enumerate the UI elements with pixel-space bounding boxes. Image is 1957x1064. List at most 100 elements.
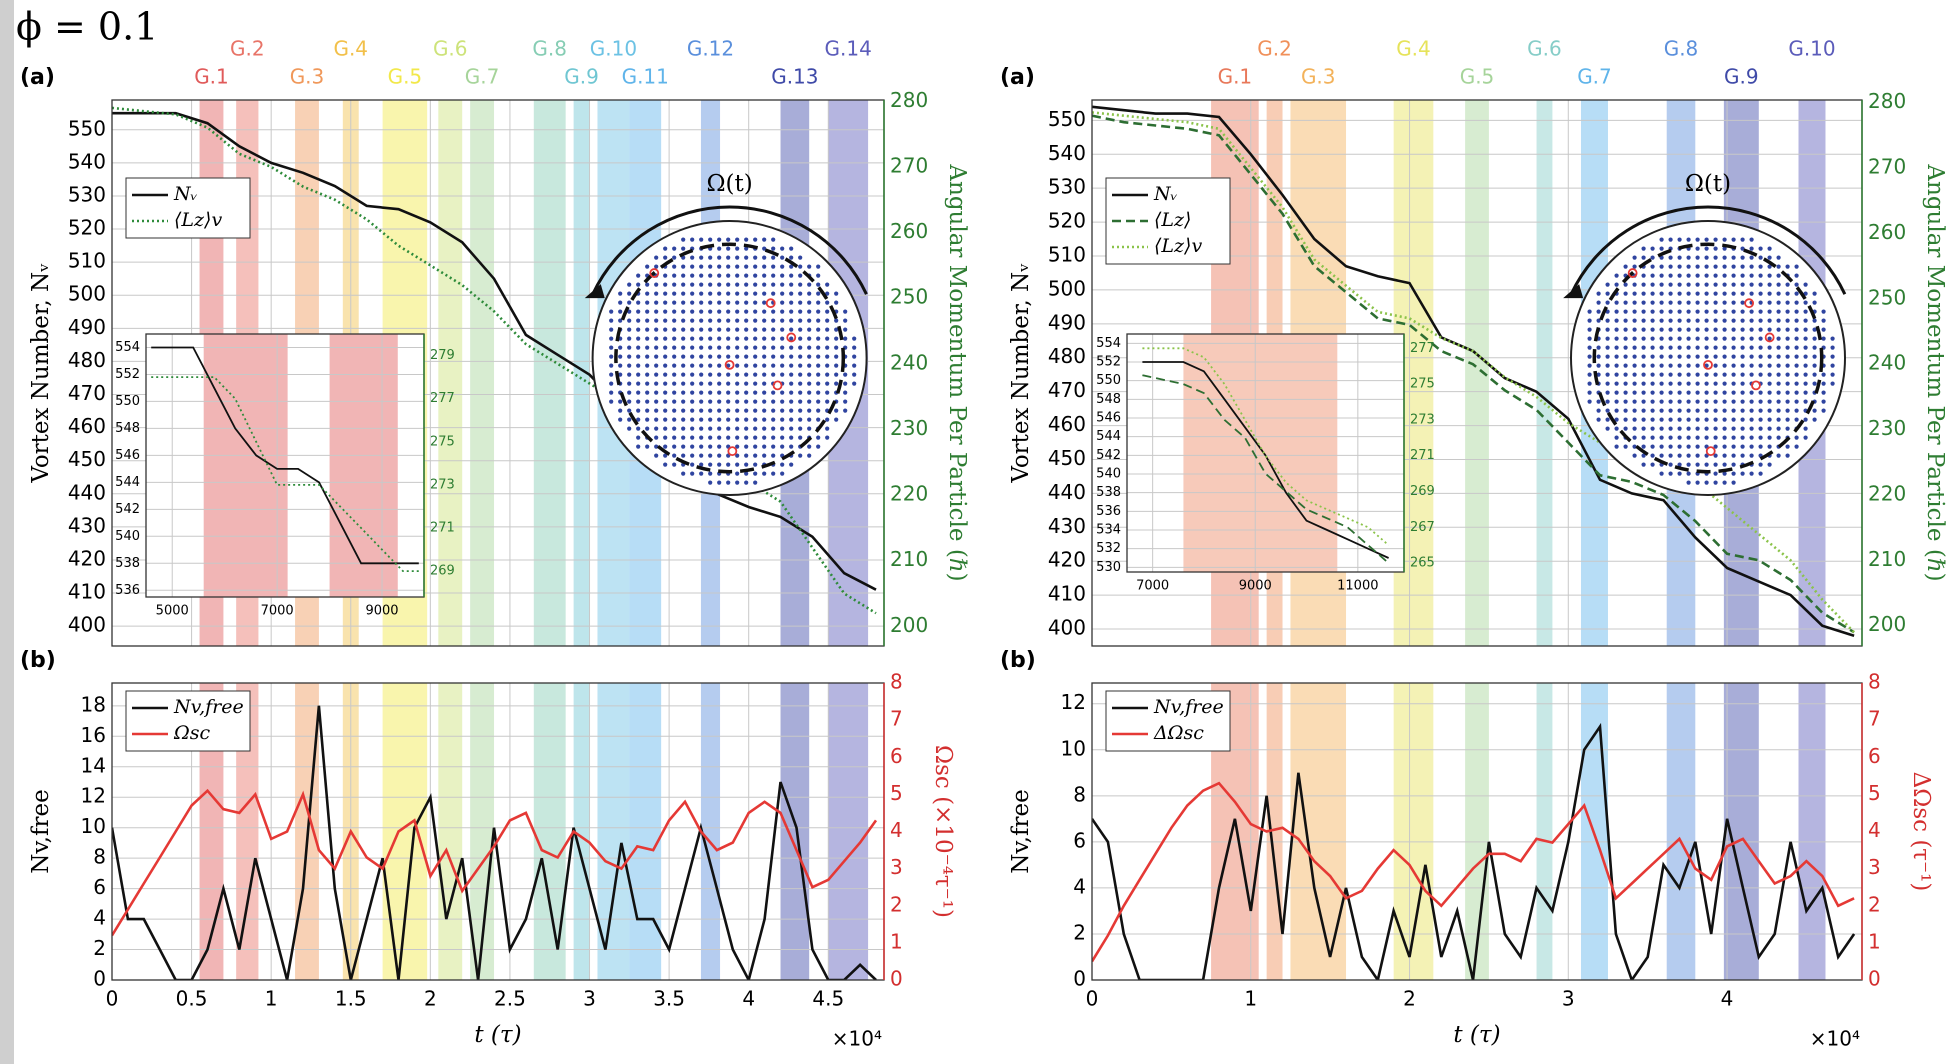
vortex-dot xyxy=(1695,444,1700,449)
vortex-dot xyxy=(1722,453,1727,458)
band-label: G.2 xyxy=(230,37,265,61)
vortex-dot xyxy=(1686,345,1691,350)
vortex-dot xyxy=(708,336,713,341)
vortex-red xyxy=(649,268,660,278)
vortex-dot xyxy=(681,246,686,251)
vortex-dot xyxy=(1623,372,1628,377)
vortex-dot xyxy=(744,426,749,431)
vortex-dot xyxy=(636,444,641,449)
vortex-dot xyxy=(771,273,776,278)
y2-tick-label: 240 xyxy=(890,350,928,374)
vortex-dot xyxy=(1776,372,1781,377)
vortex-dot xyxy=(1776,255,1781,260)
vortex-dot xyxy=(708,318,713,323)
vortex-dot xyxy=(1596,417,1601,422)
vortex-dot xyxy=(1731,390,1736,395)
vortex-dot xyxy=(735,255,740,260)
vortex-dot xyxy=(1776,336,1781,341)
vortex-dot xyxy=(1695,399,1700,404)
vortex-dot xyxy=(1758,246,1763,251)
vortex-dot xyxy=(699,282,704,287)
y2-tick-label: 2 xyxy=(1868,892,1881,916)
vortex-dot xyxy=(780,300,785,305)
y-tick-label: 460 xyxy=(1048,412,1086,436)
vortex-dot xyxy=(852,381,857,386)
vortex-dot xyxy=(1740,453,1745,458)
vortex-dot xyxy=(762,255,767,260)
vortex-dot xyxy=(762,390,767,395)
y-tick-label: 546 xyxy=(115,448,140,463)
vortex-dot xyxy=(1713,363,1718,368)
y-tick-label: 0 xyxy=(1073,967,1086,991)
vortex-dot xyxy=(645,399,650,404)
vortex-dot xyxy=(789,246,794,251)
vortex-dot xyxy=(1821,381,1826,386)
vortex-dot xyxy=(1704,327,1709,332)
vortex-dot xyxy=(1794,381,1799,386)
vortex-dot xyxy=(1794,264,1799,269)
vortex-dot xyxy=(1695,480,1700,485)
vortex-dot xyxy=(699,264,704,269)
vortex-dot xyxy=(1614,282,1619,287)
vortex-dot xyxy=(753,309,758,314)
y2-tick-label: 275 xyxy=(430,434,455,449)
vortex-dot xyxy=(798,291,803,296)
vortex-dot xyxy=(627,354,632,359)
vortex-dot xyxy=(1668,264,1673,269)
vortex-dot xyxy=(1713,300,1718,305)
vortex-dot xyxy=(1749,291,1754,296)
vortex-dot xyxy=(1731,462,1736,467)
vortex-dot xyxy=(780,417,785,422)
y2-tick-label: 280 xyxy=(1868,89,1906,113)
vortex-dot xyxy=(780,471,785,476)
vortex-dot xyxy=(1686,255,1691,260)
vortex-dot xyxy=(1668,462,1673,467)
vortex-dot xyxy=(1686,273,1691,278)
y-tick-label: 548 xyxy=(115,421,140,436)
vortex-dot xyxy=(780,318,785,323)
vortex-dot xyxy=(726,255,731,260)
vortex-dot xyxy=(1704,363,1709,368)
vortex-dot xyxy=(798,354,803,359)
series-line xyxy=(112,106,877,615)
vortex-dot xyxy=(1812,291,1817,296)
x-tick-label: 11000 xyxy=(1337,579,1378,594)
y2-tick-label: 271 xyxy=(1410,448,1435,463)
vortex-dot xyxy=(753,345,758,350)
vortex-dot xyxy=(690,255,695,260)
vortex-dot xyxy=(807,264,812,269)
vortex-dot xyxy=(771,237,776,242)
vortex-dot xyxy=(1749,273,1754,278)
y-tick-label: 540 xyxy=(68,149,106,173)
vortex-dot xyxy=(735,444,740,449)
band xyxy=(1798,683,1826,980)
vortex-dot xyxy=(1794,372,1799,377)
vortex-dot xyxy=(735,408,740,413)
vortex-dot xyxy=(1641,327,1646,332)
vortex-dot xyxy=(744,282,749,287)
legend-label: ⟨Lz⟩v xyxy=(1154,235,1202,257)
vortex-dot xyxy=(636,318,641,323)
y2-tick-label: 230 xyxy=(890,416,928,440)
vortex-dot xyxy=(726,435,731,440)
vortex-dot xyxy=(690,327,695,332)
vortex-dot xyxy=(807,399,812,404)
vortex-dot xyxy=(672,372,677,377)
vortex-dot xyxy=(618,372,623,377)
vortex-dot xyxy=(1614,408,1619,413)
vortex-dot xyxy=(1731,399,1736,404)
vortex-dot xyxy=(717,453,722,458)
vortex-dot xyxy=(798,435,803,440)
vortex-dot xyxy=(1677,471,1682,476)
vortex-dot xyxy=(744,237,749,242)
vortex-red xyxy=(1751,380,1761,391)
vortex-dot xyxy=(699,363,704,368)
vortex-dot xyxy=(699,255,704,260)
vortex-dot xyxy=(1614,390,1619,395)
vortex-dot xyxy=(699,300,704,305)
vortex-dot xyxy=(1650,318,1655,323)
vortex-dot xyxy=(1722,282,1727,287)
vortex-dot xyxy=(744,435,749,440)
vortex-dot xyxy=(1704,408,1709,413)
vortex-dot xyxy=(1821,372,1826,377)
